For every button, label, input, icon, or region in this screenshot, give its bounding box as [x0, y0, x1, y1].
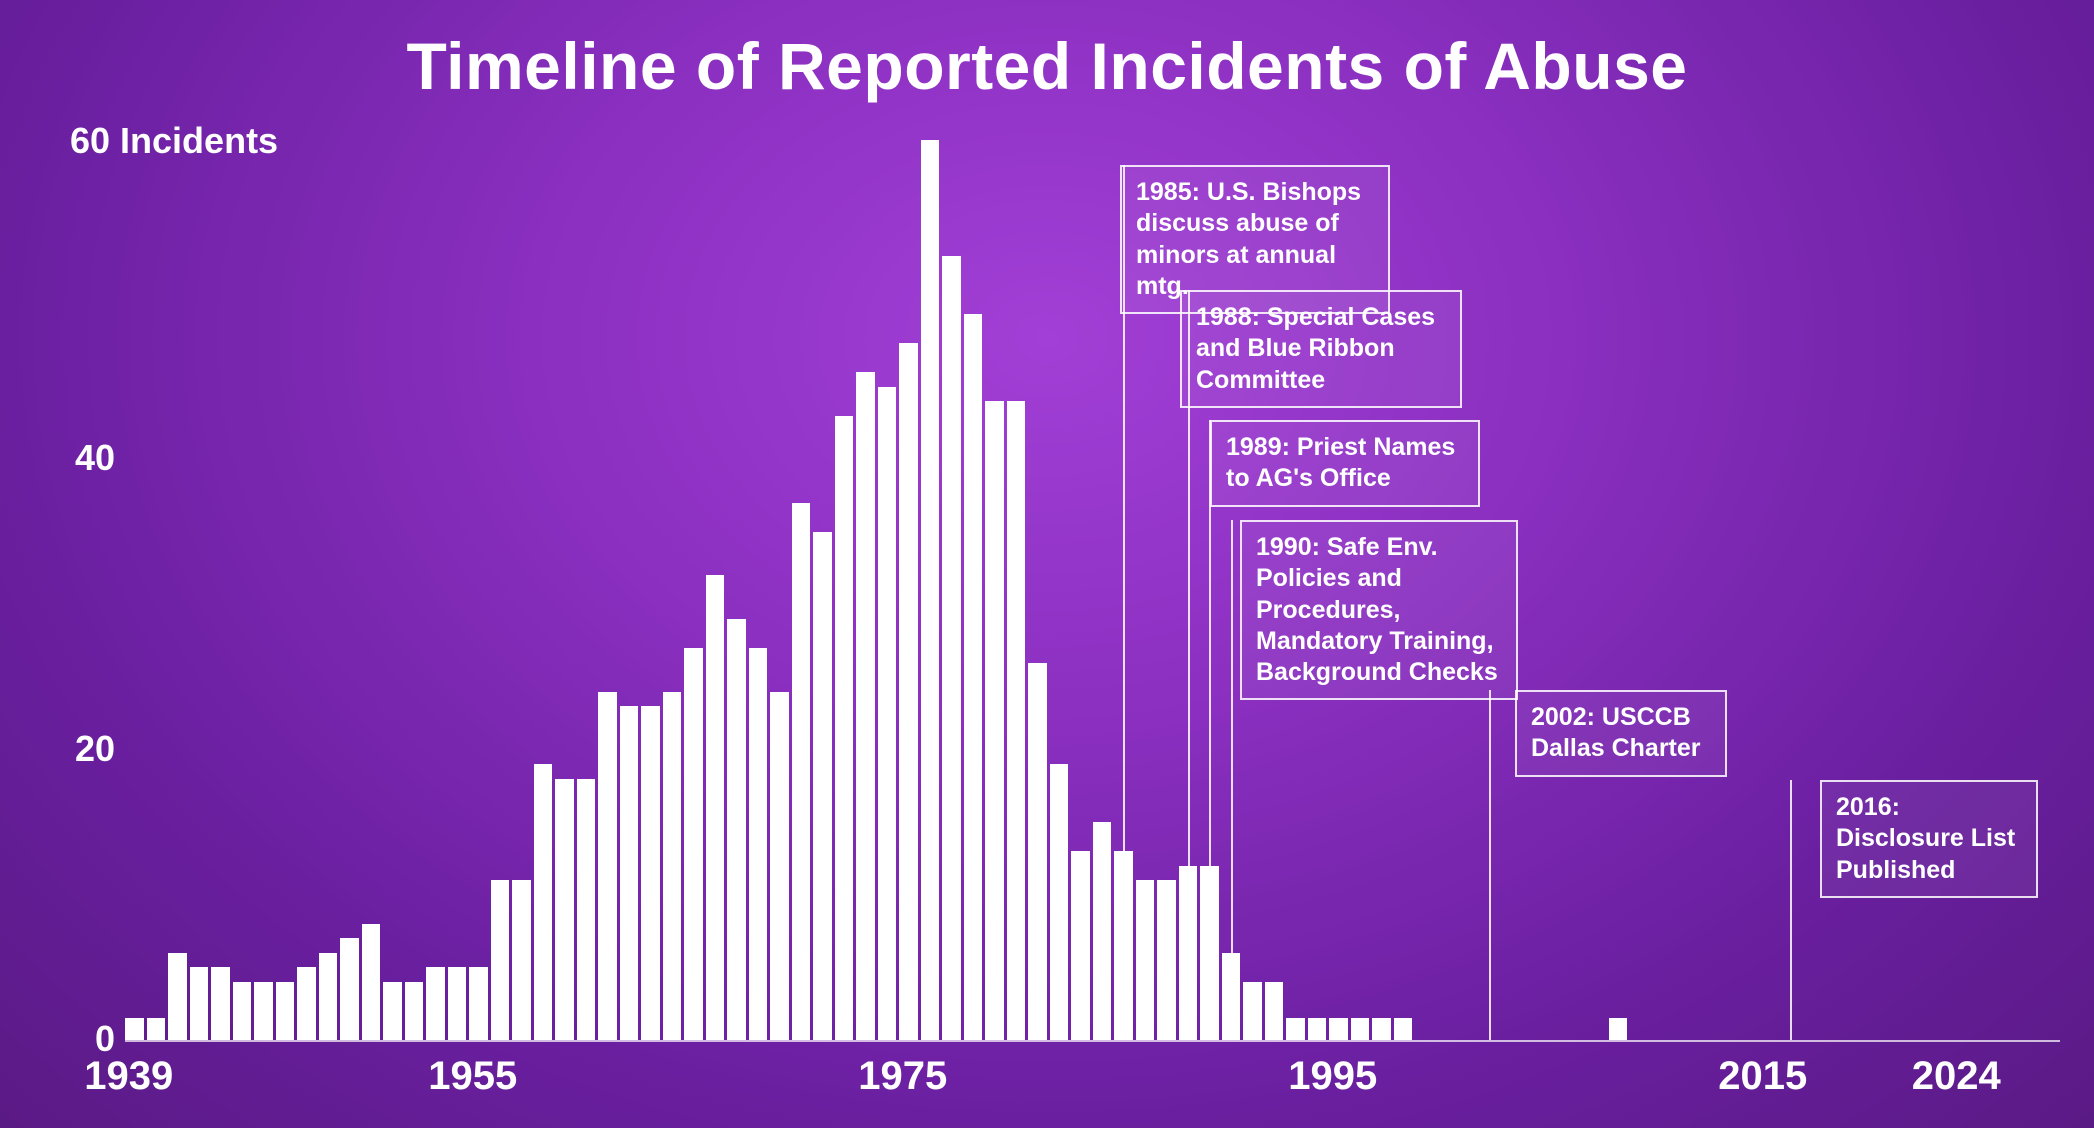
- bar: [770, 692, 789, 1040]
- bar: [1286, 1018, 1305, 1040]
- chart-title: Timeline of Reported Incidents of Abuse: [0, 28, 2094, 104]
- bar: [1243, 982, 1262, 1040]
- bar: [147, 1018, 166, 1040]
- annotation-box: 2016: Disclosure List Published: [1820, 780, 2038, 898]
- bar: [577, 779, 596, 1040]
- bar: [727, 619, 746, 1040]
- plot-area: [125, 140, 2060, 1040]
- bar: [620, 706, 639, 1040]
- bar: [1007, 401, 1026, 1040]
- bar: [856, 372, 875, 1040]
- bar: [405, 982, 424, 1040]
- x-axis-line: [125, 1040, 2060, 1042]
- bar: [749, 648, 768, 1040]
- bar: [878, 387, 897, 1040]
- bar: [1329, 1018, 1348, 1040]
- annotation-line: [1790, 780, 1792, 1040]
- bar: [1050, 764, 1069, 1040]
- bar: [491, 880, 510, 1040]
- annotation-line: [1231, 520, 1233, 953]
- annotation-box: 1989: Priest Names to AG's Office: [1210, 420, 1480, 507]
- chart-container: Timeline of Reported Incidents of Abuse …: [0, 0, 2094, 1128]
- bar: [1114, 851, 1133, 1040]
- bar: [168, 953, 187, 1040]
- bar: [1179, 866, 1198, 1040]
- bar: [985, 401, 1004, 1040]
- bar: [1609, 1018, 1628, 1040]
- x-tick: 2015: [1718, 1054, 1807, 1099]
- bar: [1136, 880, 1155, 1040]
- bar: [1028, 663, 1047, 1040]
- bar: [276, 982, 295, 1040]
- bar: [1265, 982, 1284, 1040]
- bar: [426, 967, 445, 1040]
- bar: [362, 924, 381, 1040]
- bar: [319, 953, 338, 1040]
- bar: [211, 967, 230, 1040]
- bar: [1093, 822, 1112, 1040]
- bar: [964, 314, 983, 1040]
- bar: [1394, 1018, 1413, 1040]
- bar: [921, 140, 940, 1040]
- bar: [835, 416, 854, 1040]
- x-tick: 1939: [84, 1054, 173, 1099]
- x-tick: 1975: [858, 1054, 947, 1099]
- bar: [340, 938, 359, 1040]
- bar: [190, 967, 209, 1040]
- bar: [641, 706, 660, 1040]
- y-tick: 20: [55, 728, 115, 770]
- y-tick: 40: [55, 437, 115, 479]
- bar: [512, 880, 531, 1040]
- annotation-box: 1990: Safe Env. Policies and Procedures,…: [1240, 520, 1518, 700]
- bar: [233, 982, 252, 1040]
- bars-group: [125, 140, 2060, 1040]
- bar: [942, 256, 961, 1040]
- bar: [663, 692, 682, 1040]
- x-tick: 2024: [1912, 1054, 2001, 1099]
- bar: [792, 503, 811, 1040]
- bar: [598, 692, 617, 1040]
- bar: [555, 779, 574, 1040]
- x-tick: 1995: [1288, 1054, 1377, 1099]
- bar: [1351, 1018, 1370, 1040]
- x-tick: 1955: [428, 1054, 517, 1099]
- bar: [448, 967, 467, 1040]
- annotation-box: 1988: Special Cases and Blue Ribbon Comm…: [1180, 290, 1462, 408]
- bar: [684, 648, 703, 1040]
- bar: [125, 1018, 144, 1040]
- bar: [1200, 866, 1219, 1040]
- bar: [1372, 1018, 1391, 1040]
- bar: [1308, 1018, 1327, 1040]
- bar: [1222, 953, 1241, 1040]
- bar: [254, 982, 273, 1040]
- bar: [706, 575, 725, 1040]
- bar: [813, 532, 832, 1040]
- bar: [899, 343, 918, 1040]
- bar: [383, 982, 402, 1040]
- annotation-box: 2002: USCCB Dallas Charter: [1515, 690, 1727, 777]
- bar: [534, 764, 553, 1040]
- bar: [1157, 880, 1176, 1040]
- bar: [469, 967, 488, 1040]
- bar: [1071, 851, 1090, 1040]
- annotation-line: [1489, 690, 1491, 1040]
- bar: [297, 967, 316, 1040]
